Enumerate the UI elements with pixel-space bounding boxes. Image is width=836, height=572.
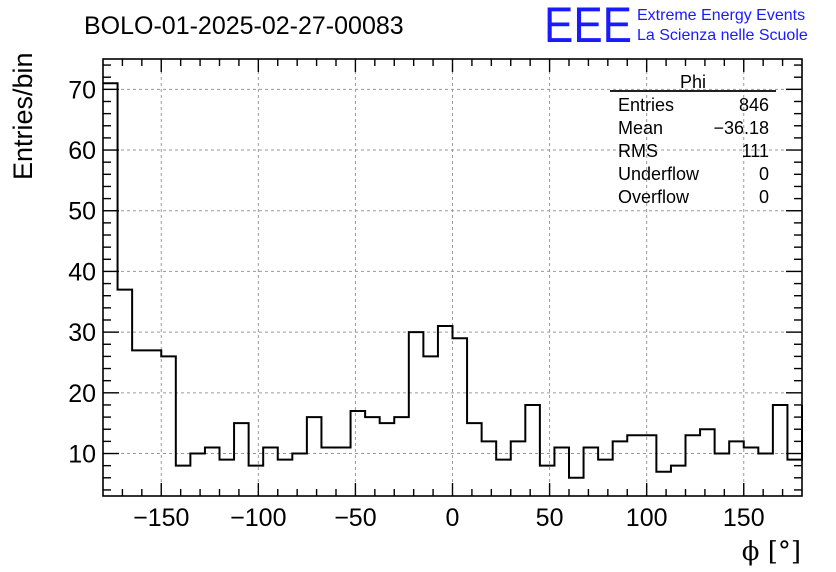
y-tick-label: 10 [68,441,96,469]
x-tick-labels: −150 −100 −50 0 50 100 150 [133,504,765,532]
grid [103,59,802,496]
stats-label: Entries [618,95,674,115]
stats-label: Mean [618,118,663,138]
y-tick-label: 30 [68,319,96,347]
chart-title: BOLO-01-2025-02-27-00083 [84,12,404,40]
stats-value: 846 [739,95,769,115]
stats-value: 111 [742,141,769,161]
axis-ticks [103,59,802,496]
eee-logo: EEE Extreme Energy Events La Scienza nel… [544,0,808,53]
y-axis-label: Entries/bin [8,52,38,180]
histogram-line [103,82,803,479]
y-tick-label: 20 [68,380,96,408]
x-tick-label: 100 [626,504,668,532]
stats-label: Underflow [618,164,700,184]
x-tick-label: 0 [446,504,460,532]
x-tick-label: 50 [536,504,564,532]
y-tick-label: 50 [68,198,96,226]
stats-value: 0 [759,187,769,207]
stats-label: RMS [618,141,658,161]
x-tick-label: −150 [133,504,189,532]
stats-box: Phi Entries 846 Mean −36.18 RMS 111 Underflow 0… [610,72,776,207]
stats-rows: Entries 846 Mean −36.18 RMS 111 Underflow 0 Over… [618,95,769,207]
logo-letters: EEE [544,0,632,53]
y-tick-label: 70 [68,76,96,104]
stats-value: −36.18 [713,118,769,138]
y-tick-label: 60 [68,137,96,165]
y-tick-label: 40 [68,258,96,286]
x-tick-label: −50 [334,504,376,532]
x-axis-label: ϕ [°] [742,537,801,567]
logo-line1: Extreme Energy Events [637,7,805,24]
x-tick-label: 150 [723,504,765,532]
x-tick-label: −100 [230,504,286,532]
stats-label: Overflow [618,187,690,207]
logo-line2: La Scienza nelle Scuole [637,27,808,44]
y-tick-labels: 10 20 30 40 50 60 70 [68,76,96,468]
stats-name: Phi [680,72,706,92]
stats-value: 0 [759,164,769,184]
